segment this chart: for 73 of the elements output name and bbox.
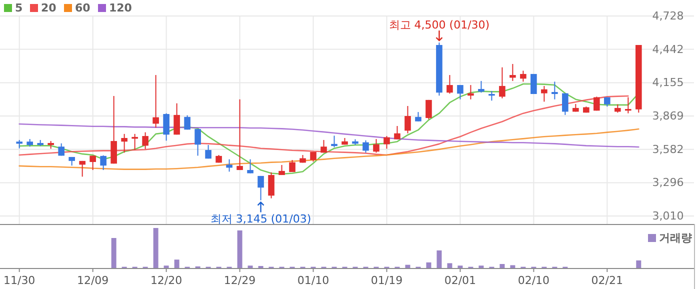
candlestick — [58, 142, 64, 156]
y-tick-label: 3,010 — [652, 210, 684, 222]
y-tick-label: 3,869 — [652, 110, 684, 122]
legend-label: 20 — [41, 2, 57, 14]
x-tick-label: 12/29 — [224, 274, 256, 287]
candlestick — [520, 70, 526, 82]
candlestick — [152, 74, 159, 128]
candlestick — [594, 96, 600, 112]
candlestick — [90, 155, 96, 171]
candlestick — [331, 135, 338, 148]
y-tick-label: 3,296 — [652, 176, 684, 190]
candlestick — [373, 138, 380, 154]
annotation: 최저 3,145 (01/03) — [210, 212, 312, 226]
bar — [174, 260, 180, 268]
candlestick — [320, 139, 327, 154]
candlestick — [362, 140, 369, 154]
candlestick — [142, 132, 148, 150]
bar — [237, 230, 242, 268]
candlestick — [457, 84, 464, 100]
candlestick — [184, 114, 190, 130]
candlestick — [100, 154, 106, 171]
candlestick — [394, 126, 400, 140]
bar — [405, 264, 410, 268]
bar — [447, 263, 452, 268]
x-tick-label: 02/01 — [444, 274, 476, 287]
candlestick — [625, 96, 632, 114]
annotation: 최고 4,500 (01/30) — [388, 18, 490, 32]
candlestick — [110, 95, 117, 164]
candlestick — [121, 133, 128, 154]
candlestick — [426, 99, 432, 120]
bar — [111, 238, 116, 268]
bar — [426, 262, 432, 268]
y-tick-label: 4,728 — [652, 10, 684, 22]
candlestick — [404, 105, 411, 134]
bar — [636, 260, 642, 268]
candlestick — [478, 80, 484, 94]
x-tick-label: 12/20 — [150, 274, 182, 287]
candlestick — [562, 92, 568, 116]
x-tick-label: 02/21 — [591, 274, 624, 287]
legend-label: 거래량 — [659, 232, 692, 244]
x-tick-label: 12/09 — [76, 274, 109, 287]
candlestick — [268, 172, 274, 199]
candlestick — [499, 66, 506, 99]
bar — [436, 250, 442, 268]
y-tick-label: 3,582 — [652, 142, 684, 156]
candlestick — [194, 128, 201, 156]
y-tick-label: 4,442 — [652, 42, 684, 56]
candlestick — [174, 102, 180, 136]
candlestick — [541, 85, 548, 102]
bar — [510, 265, 516, 268]
candlestick — [488, 90, 495, 102]
legend-label: 60 — [75, 2, 91, 14]
candlestick — [247, 158, 254, 174]
candlestick — [163, 112, 170, 142]
x-tick-label: 01/19 — [370, 274, 403, 287]
bar — [500, 264, 505, 268]
x-tick-label: 02/10 — [518, 274, 550, 287]
legend-label: 5 — [15, 2, 23, 14]
x-tick-label: 01/10 — [297, 274, 330, 287]
candlestick — [384, 136, 390, 150]
bar — [153, 228, 158, 268]
candlestick — [79, 160, 86, 178]
candlestick — [205, 144, 212, 160]
candlestick — [552, 81, 558, 100]
legend-label: 120 — [109, 2, 132, 14]
candlestick — [226, 158, 232, 172]
candlestick — [415, 112, 422, 122]
x-tick-label: 11/30 — [3, 274, 36, 287]
candlestick — [258, 175, 264, 201]
candlestick — [289, 160, 296, 172]
candlestick — [510, 63, 516, 82]
candlestick — [446, 74, 453, 94]
y-tick-label: 4,155 — [652, 76, 684, 90]
